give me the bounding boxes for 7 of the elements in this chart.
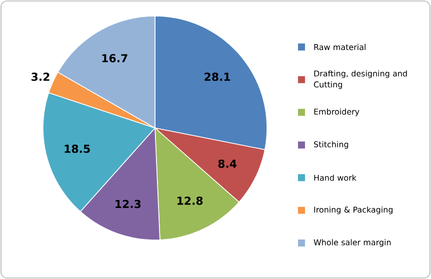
data-label: 18.5 xyxy=(64,144,90,153)
data-label: 12.3 xyxy=(116,200,141,208)
data-label: 16.7 xyxy=(102,54,128,62)
data-label: 8.4 xyxy=(218,160,237,168)
data-label: 28.1 xyxy=(204,72,230,81)
data-label: 12.8 xyxy=(178,196,203,205)
data-label: 3.2 xyxy=(32,72,50,81)
